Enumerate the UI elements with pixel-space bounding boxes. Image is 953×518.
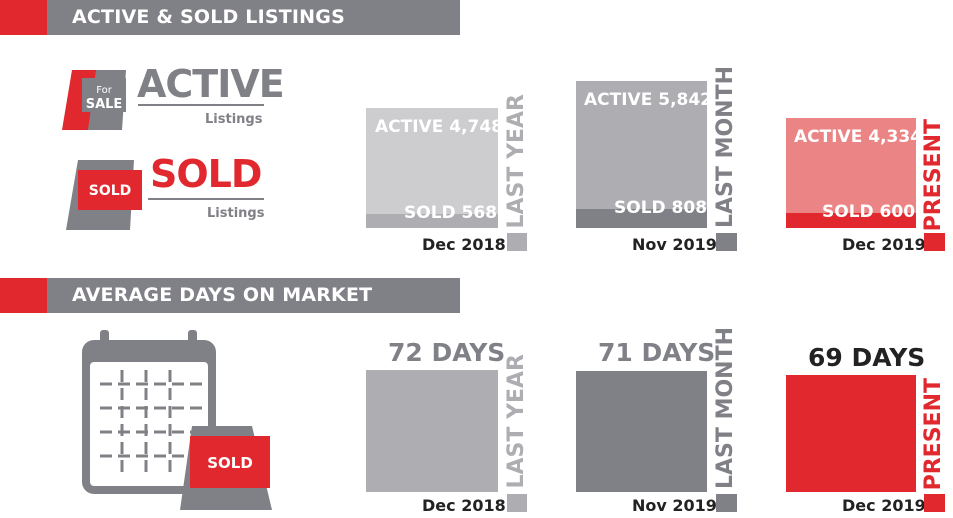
days-period-marker	[716, 494, 737, 512]
section-title-days: AVERAGE DAYS ON MARKET	[47, 278, 460, 313]
legend-active-sub: Listings	[205, 112, 263, 127]
listing-active-label: ACTIVE 4,748	[375, 117, 504, 137]
days-value-label: 69 DAYS	[808, 343, 926, 372]
listing-box-nov-2019	[576, 81, 707, 228]
calendar-sold-text: SOLD	[207, 454, 253, 472]
legend-sold-title: SOLD	[150, 152, 262, 196]
listing-sold-strip-dec-2018	[366, 214, 498, 228]
listing-sold-label: SOLD 600	[822, 202, 916, 222]
listing-period-label: LAST YEAR	[504, 94, 529, 229]
listing-sold-label: SOLD 808	[614, 198, 708, 218]
legend-active-title: ACTIVE	[137, 62, 285, 106]
days-box-nov-2019	[576, 371, 707, 492]
section-title-listings: ACTIVE & SOLD LISTINGS	[47, 0, 460, 35]
listing-active-label: ACTIVE 5,842	[584, 90, 713, 110]
legend-sold-sub: Listings	[207, 206, 265, 221]
listing-date: Nov 2019	[632, 235, 717, 254]
listing-sold-strip-nov-2019	[576, 209, 707, 228]
listing-date: Dec 2018	[422, 235, 506, 254]
sold-sign-text: SOLD	[89, 183, 132, 199]
listing-sold-label: SOLD 568	[404, 203, 498, 223]
for-sale-sign-sale-text: SALE	[86, 97, 123, 112]
listing-period-marker	[924, 233, 945, 251]
days-period-label: PRESENT	[921, 378, 946, 491]
section-accent-days	[0, 278, 47, 313]
days-box-dec-2018	[366, 370, 498, 492]
days-period-marker	[507, 494, 527, 512]
section-accent-listings	[0, 0, 47, 35]
listing-period-label: PRESENT	[921, 119, 946, 232]
legend-sold-rule	[148, 198, 264, 200]
listing-period-label: LAST MONTH	[713, 66, 738, 228]
listing-active-label: ACTIVE 4,334	[794, 127, 923, 147]
days-value-label: 72 DAYS	[388, 338, 506, 367]
days-value-label: 71 DAYS	[598, 338, 716, 367]
legend-active-rule	[138, 104, 264, 106]
days-box-dec-2019	[786, 375, 916, 492]
sold-sign-icon: SOLD	[66, 160, 142, 230]
listing-box-dec-2018	[366, 108, 498, 228]
days-date: Dec 2018	[422, 496, 506, 515]
for-sale-sign-icon: For SALE	[62, 70, 126, 130]
days-date: Nov 2019	[632, 496, 717, 515]
days-period-label: LAST MONTH	[713, 327, 738, 489]
listing-period-marker	[716, 233, 737, 251]
calendar-icon: SOLD	[82, 330, 272, 510]
days-period-marker	[924, 494, 945, 512]
days-period-label: LAST YEAR	[504, 354, 529, 489]
listing-period-marker	[507, 233, 527, 251]
listing-date: Dec 2019	[842, 235, 926, 254]
listing-box-dec-2019	[786, 118, 916, 228]
listing-sold-strip-dec-2019	[786, 213, 916, 228]
days-date: Dec 2019	[842, 496, 926, 515]
for-sale-sign-for-text: For	[96, 85, 113, 96]
